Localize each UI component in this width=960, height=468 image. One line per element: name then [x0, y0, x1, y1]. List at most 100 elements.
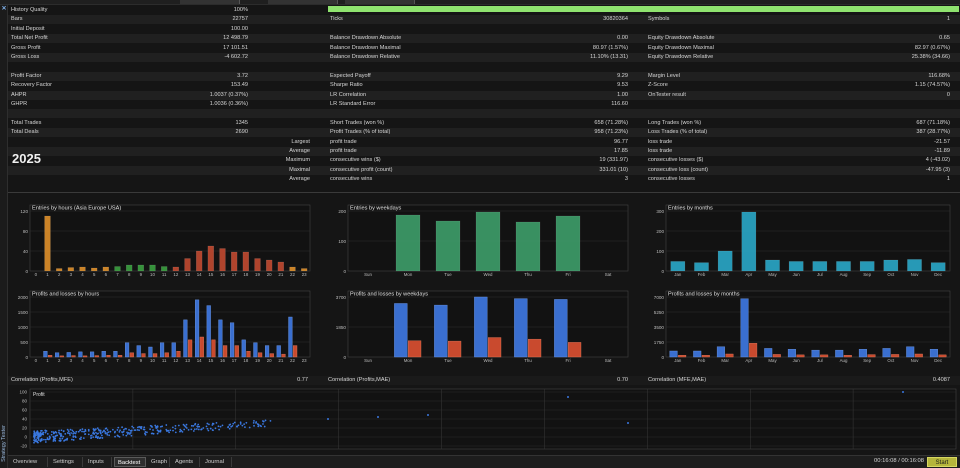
- report-label: GHPR: [11, 101, 28, 107]
- chart-panel: Profits and losses by months 0 1750 3500 525…: [654, 290, 951, 363]
- scatter-point: [121, 426, 123, 429]
- report-value: 116.68%: [928, 72, 950, 79]
- scatter-point: [92, 431, 95, 434]
- profit-bar: [474, 296, 488, 358]
- x-tick-label: Apr: [745, 272, 752, 277]
- top-strip-tab[interactable]: [345, 0, 415, 4]
- top-strip-tab[interactable]: [268, 0, 338, 4]
- entry-bar: [859, 261, 875, 272]
- tab-journal[interactable]: Journal: [202, 457, 232, 467]
- x-tick-label: Dec: [934, 272, 943, 277]
- scatter-point: [62, 435, 65, 438]
- profit-bar: [89, 351, 95, 358]
- scatter-point: [144, 433, 147, 436]
- x-tick-label: Sun: [364, 358, 372, 363]
- start-button[interactable]: Start: [927, 457, 957, 467]
- entry-bar: [137, 264, 144, 272]
- scatter-point: [122, 433, 125, 436]
- scatter-point: [44, 431, 47, 434]
- scatter-point: [90, 437, 92, 440]
- report-label: Margin Level: [648, 72, 681, 79]
- x-tick-label: 4: [81, 358, 84, 363]
- scatter-point: [39, 431, 42, 434]
- scatter-point: [167, 429, 170, 432]
- tab-backtest[interactable]: Backtest: [114, 457, 146, 467]
- scatter-point: [151, 426, 153, 428]
- scatter-point: [79, 429, 81, 432]
- tab-settings[interactable]: Settings: [50, 457, 83, 467]
- x-tick-label: Jun: [793, 272, 801, 277]
- loss-bar: [725, 353, 734, 358]
- tab-overview[interactable]: Overview: [10, 457, 48, 467]
- scatter-point: [63, 439, 65, 442]
- tab-graph[interactable]: Graph: [148, 457, 170, 467]
- scatter-point: [59, 437, 61, 440]
- scatter-point: [206, 427, 209, 430]
- tab-agents[interactable]: Agents: [172, 457, 200, 467]
- scatter-point: [116, 429, 119, 431]
- scatter-point: [264, 419, 267, 422]
- report-value: 687 (71.18%): [916, 119, 950, 126]
- report-label: Recovery Factor: [11, 82, 53, 89]
- scatter-point: [72, 436, 75, 438]
- entry-bar: [126, 264, 133, 272]
- top-strip-tab[interactable]: [180, 0, 240, 4]
- scatter-point: [87, 433, 90, 436]
- report-value: 30820364: [603, 16, 628, 23]
- report-label: consecutive loss (count): [648, 166, 709, 173]
- scatter-point: [218, 428, 221, 431]
- report-value: 1.0037 (0.37%): [209, 91, 248, 98]
- x-tick-label: Feb: [698, 358, 706, 363]
- x-tick-label: Oct: [887, 358, 895, 363]
- y-tick-label: 1500: [18, 310, 29, 315]
- entry-bar: [172, 266, 179, 272]
- scatter-point: [44, 438, 47, 441]
- y-tick-label: 0: [25, 269, 28, 274]
- tab-inputs[interactable]: Inputs: [85, 457, 112, 467]
- profit-bar: [194, 299, 200, 358]
- entry-bar: [242, 251, 249, 272]
- scatter-point: [94, 436, 97, 439]
- report-value: 1: [946, 176, 950, 183]
- scatter-point: [106, 429, 109, 431]
- scatter-point: [182, 423, 185, 426]
- scatter-point: [150, 432, 153, 435]
- scatter-point: [157, 430, 160, 433]
- y-tick-label: 80: [23, 229, 29, 234]
- scatter-point: [60, 432, 62, 435]
- scatter-svg: 100 80 60 40 20 0 -20 Profit: [19, 388, 957, 450]
- report-label: Equity Drawdown Maximal: [648, 44, 714, 51]
- x-tick-label: Nov: [911, 272, 920, 277]
- loss-bar: [199, 336, 204, 358]
- scatter-point: [70, 432, 73, 434]
- entry-bar: [836, 261, 851, 272]
- scatter-point: [58, 429, 60, 432]
- x-tick-label: 0: [35, 358, 38, 363]
- x-tick-label: Jan: [674, 272, 682, 277]
- scatter-point: [260, 425, 263, 428]
- report-row: Maximum consecutive wins ($) 19 (331.97) co…: [8, 156, 960, 165]
- scatter-point: [192, 425, 195, 427]
- scatter-point: [253, 420, 255, 422]
- loss-bar: [94, 355, 99, 358]
- x-tick-label: 6: [105, 272, 108, 277]
- report-value: 17 101.51: [223, 44, 248, 51]
- scatter-point: [37, 439, 40, 441]
- charts-svg: Entries by hours (Asia Europe USA)040801…: [18, 204, 951, 363]
- scatter-point: [96, 427, 99, 430]
- entry-bar: [67, 267, 74, 272]
- x-tick-label: 22: [290, 272, 295, 277]
- close-icon[interactable]: ✕: [1, 6, 7, 12]
- x-tick-label: 17: [232, 272, 237, 277]
- loss-bar: [528, 338, 542, 358]
- x-tick-label: Mon: [404, 358, 413, 363]
- profit-bar: [740, 298, 749, 358]
- y-tick-label: 20: [22, 426, 28, 431]
- x-tick-label: Sat: [605, 272, 612, 277]
- scatter-point: [217, 425, 220, 428]
- report-label: Equity Drawdown Absolute: [648, 35, 715, 42]
- x-tick-label: 3: [70, 272, 73, 277]
- report-value: 11.10% (13.31): [590, 54, 628, 60]
- x-tick-label: 7: [116, 272, 119, 277]
- scatter-point: [209, 427, 212, 430]
